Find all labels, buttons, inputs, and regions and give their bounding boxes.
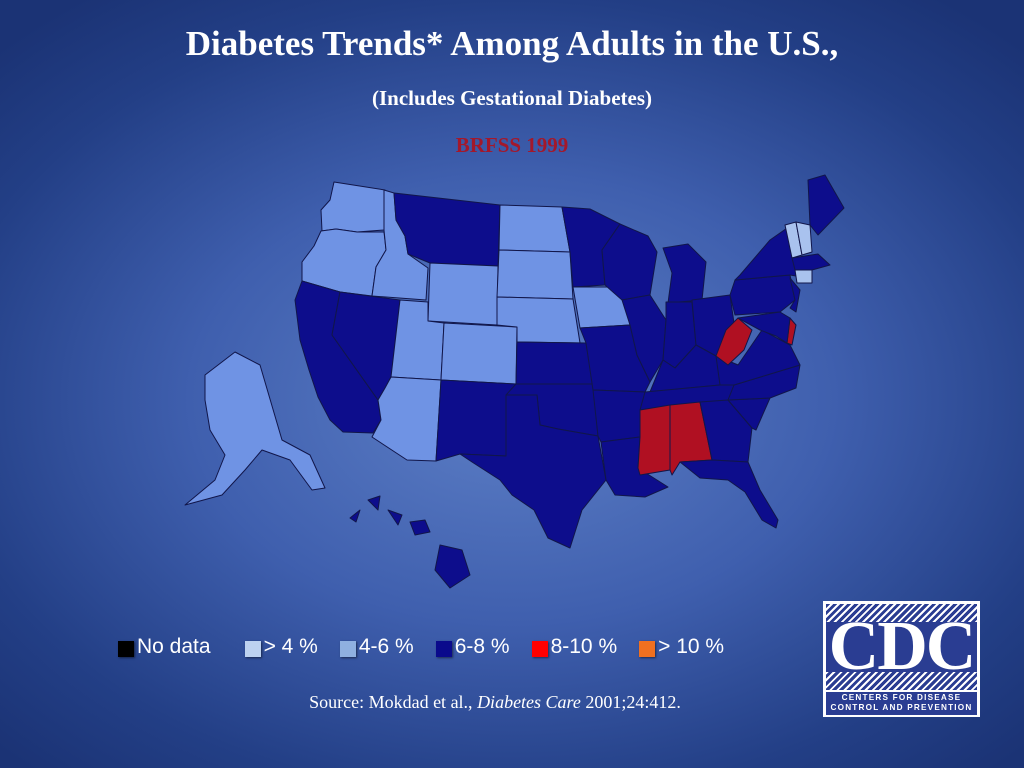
slide-title: Diabetes Trends* Among Adults in the U.S… <box>185 24 839 63</box>
state-fl <box>679 459 779 529</box>
state-ms <box>637 404 671 476</box>
source-citation-detail: 2001;24:412. <box>580 692 681 712</box>
legend-item: > 4 % <box>244 635 318 659</box>
legend-label: 6-8 % <box>454 635 510 658</box>
state-wi <box>601 223 658 301</box>
legend-label: No data <box>137 635 211 658</box>
legend-swatch <box>639 641 656 657</box>
state-ks <box>515 341 594 385</box>
state-ct <box>794 269 813 284</box>
state-mt <box>393 192 501 267</box>
legend-item: 6-8 % <box>435 635 510 659</box>
cdc-logo-line2: CONTROL AND PREVENTION <box>830 703 973 712</box>
cdc-logo-letters: CDC <box>828 608 977 685</box>
state-il <box>621 294 667 383</box>
state-me <box>807 174 845 236</box>
state-ak <box>184 351 326 506</box>
legend-item: 4-6 % <box>339 635 414 659</box>
legend-label: 4-6 % <box>358 635 414 658</box>
state-nd <box>498 204 571 253</box>
state-pa <box>729 274 796 316</box>
legend-swatch <box>339 641 356 657</box>
state-nj <box>789 277 801 313</box>
state-ma <box>791 253 831 271</box>
legend-swatch <box>118 641 134 657</box>
source-journal: Diabetes Care <box>477 692 581 712</box>
cdc-logo: CDC CENTERS FOR DISEASE CONTROL AND PREV… <box>823 601 980 717</box>
legend-item: No data <box>118 635 211 659</box>
legend-swatch <box>244 641 261 657</box>
cdc-logo-caption: CENTERS FOR DISEASE CONTROL AND PREVENTI… <box>826 692 977 715</box>
source-citation: Source: Mokdad et al., Diabetes Care 200… <box>0 692 990 713</box>
legend-swatch <box>531 641 548 657</box>
slide-subtitle: (Includes Gestational Diabetes) <box>372 86 652 110</box>
state-mi <box>662 243 707 304</box>
survey-label: BRFSS 1999 <box>455 133 569 157</box>
legend-item: > 10 % <box>639 635 724 659</box>
legend: No data > 4 % 4-6 % 6-8 % 8-10 % > 10 % <box>118 632 746 662</box>
source-prefix: Source: Mokdad et al., <box>309 692 478 712</box>
state-wy <box>427 262 499 326</box>
legend-label: > 4 % <box>263 635 318 658</box>
cdc-logo-line1: CENTERS FOR DISEASE <box>841 693 962 702</box>
state-nh <box>795 221 813 256</box>
state-sd <box>496 249 574 300</box>
state-hi <box>349 495 471 589</box>
legend-label: 8-10 % <box>550 635 618 658</box>
state-wv <box>715 317 753 366</box>
legend-item: 8-10 % <box>531 635 618 659</box>
state-md <box>737 311 791 344</box>
state-wa <box>320 181 386 233</box>
state-ga <box>699 399 753 463</box>
legend-swatch <box>435 641 452 657</box>
state-nm <box>435 379 517 462</box>
state-va <box>715 329 801 386</box>
state-ar <box>592 389 646 443</box>
state-co <box>440 322 518 385</box>
state-tx <box>459 394 607 549</box>
legend-label: > 10 % <box>658 635 725 658</box>
